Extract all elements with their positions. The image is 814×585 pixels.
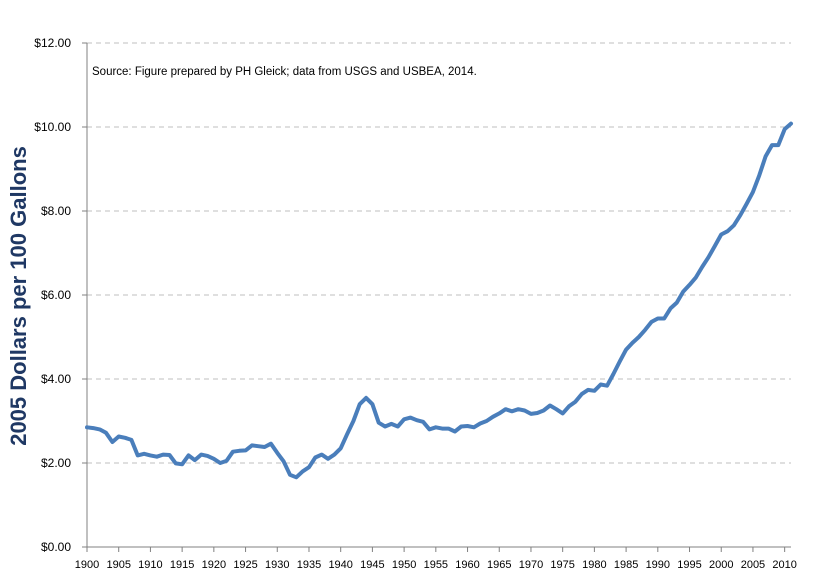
x-tick-label: 1910 xyxy=(138,559,162,571)
x-tick-label: 1955 xyxy=(424,559,448,571)
x-tick-label: 1970 xyxy=(519,559,543,571)
source-annotation: Source: Figure prepared by PH Gleick; da… xyxy=(92,66,477,78)
x-tick-label: 1950 xyxy=(392,559,416,571)
y-tick-label: $10.00 xyxy=(34,120,71,134)
x-tick-label: 1980 xyxy=(582,559,606,571)
x-tick-label: 2010 xyxy=(772,559,796,571)
y-tick-labels: $0.00 $2.00 $4.00 $6.00 $8.00 $10.00 $12.00 xyxy=(34,36,87,554)
y-tick-label: $0.00 xyxy=(41,540,71,554)
x-tick-label: 1915 xyxy=(170,559,194,571)
y-tick-label: $2.00 xyxy=(41,456,71,470)
x-tick-label: 1905 xyxy=(106,559,130,571)
y-tick-label: $8.00 xyxy=(41,204,71,218)
x-tick-label: 1960 xyxy=(455,559,479,571)
x-tick-label: 2005 xyxy=(741,559,765,571)
x-tick-label: 1930 xyxy=(265,559,289,571)
gridlines xyxy=(87,42,791,464)
y-axis-label: 2005 Dollars per 100 Gallons xyxy=(6,146,31,446)
x-tick-label: 1900 xyxy=(75,559,99,571)
y-tick-label: $12.00 xyxy=(34,36,71,50)
x-tick-label: 1935 xyxy=(297,559,321,571)
x-tick-label: 1940 xyxy=(328,559,352,571)
x-tick-label: 1945 xyxy=(360,559,384,571)
x-tick-labels: 1900 1905 1910 1915 1920 1925 1930 1935 1940 1945… xyxy=(75,547,797,571)
x-tick-label: 1995 xyxy=(677,559,701,571)
x-tick-label: 1985 xyxy=(614,559,638,571)
x-tick-label: 2000 xyxy=(709,559,733,571)
y-tick-label: $6.00 xyxy=(41,288,71,302)
x-tick-label: 1965 xyxy=(487,559,511,571)
series-line-water-price xyxy=(85,121,793,480)
x-tick-label: 1920 xyxy=(202,559,226,571)
x-tick-label: 1990 xyxy=(646,559,670,571)
x-tick-label: 1925 xyxy=(233,559,257,571)
x-tick-label: 1975 xyxy=(550,559,574,571)
y-tick-label: $4.00 xyxy=(41,372,71,386)
